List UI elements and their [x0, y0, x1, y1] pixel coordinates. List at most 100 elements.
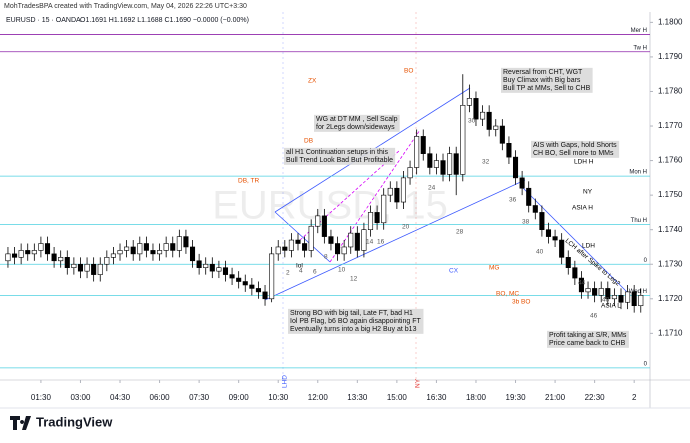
y-tick-label: 1.1770	[658, 121, 683, 130]
y-tick-label: 1.1760	[658, 156, 683, 165]
candle-body	[565, 257, 571, 268]
annotation-label: 16	[377, 239, 385, 246]
note-line: Bull Trend Look Bad But Profitable	[286, 157, 393, 164]
x-tick-label: 01:30	[31, 393, 52, 402]
candle-body	[559, 239, 565, 258]
annotation-label: NY	[415, 378, 422, 388]
annotation-label: 12	[350, 276, 358, 283]
note-box	[531, 140, 620, 158]
note-line: Eventually turns into a big H2 Buy at b1…	[290, 326, 417, 333]
credit: MohTradesBPA created with TradingView.co…	[4, 3, 247, 10]
candle-body	[5, 253, 11, 262]
candle-body	[638, 295, 644, 307]
watermark: EURUSD, 15	[212, 184, 448, 228]
candle-body	[189, 246, 196, 262]
ohlc: O1.1691 H1.1692 L1.1688 C1.1690 −0.0000 …	[80, 17, 249, 24]
candle-body	[31, 250, 37, 255]
note-line: all H1 Continuation setups in this	[286, 149, 388, 156]
candle-body	[552, 236, 558, 241]
x-tick-label: 03:00	[70, 393, 91, 402]
candle-body	[420, 136, 426, 154]
annotation-label: LDH	[582, 243, 595, 250]
y-tick-label: 1.1790	[658, 52, 683, 61]
level-label: Tw H	[633, 45, 647, 51]
candle-body	[308, 225, 314, 251]
annotation-label: 24	[428, 185, 436, 192]
annotation-label: 4	[299, 268, 303, 275]
annotation-label: MG	[489, 265, 499, 272]
candle-body	[598, 288, 604, 296]
note: Strong BO with big tail, Late FT, bad H1…	[288, 308, 424, 334]
annotation-label: 36	[509, 197, 517, 204]
candle-body	[38, 243, 44, 251]
candle-body	[77, 263, 84, 272]
annotation-label: 48	[602, 297, 610, 304]
note-box	[501, 67, 593, 93]
candle-body	[124, 246, 130, 251]
candle-body	[104, 257, 110, 265]
annotation-label: 40	[536, 249, 544, 256]
level-label: Mon H	[629, 170, 647, 176]
candle-body	[51, 253, 57, 262]
candle-body	[486, 111, 492, 130]
candle-body	[25, 250, 31, 255]
x-tick-label: 22:30	[585, 393, 606, 402]
candle-body	[545, 229, 552, 237]
candle-body	[453, 153, 459, 175]
candle-body	[222, 267, 229, 275]
candle-body	[275, 246, 281, 255]
x-tick-label: 19:30	[506, 393, 527, 402]
y-tick-label: 1.1730	[658, 259, 683, 268]
candle-body	[163, 243, 169, 251]
candle-body	[58, 257, 64, 262]
candle-body	[12, 253, 18, 258]
candle-body	[447, 153, 453, 175]
annotation-label: LDH H	[574, 159, 594, 166]
x-tick-label: 09:00	[229, 393, 250, 402]
candle-body	[255, 288, 261, 293]
annotation-label: Iol	[296, 263, 303, 270]
candle-body	[381, 194, 387, 224]
candle-body	[512, 156, 519, 179]
note-box	[314, 114, 400, 132]
annotation-label: 46	[590, 313, 598, 320]
candle-body	[295, 239, 301, 244]
annotation-label: NY	[583, 189, 593, 196]
note-line: Reversal from CHT, WGT	[503, 69, 583, 76]
candle-body	[532, 205, 538, 213]
annotation-label: ASIA H	[572, 205, 593, 212]
trendline	[329, 129, 421, 263]
x-tick-label: 16:30	[426, 393, 447, 402]
note-line: Bull TP at MMs, Sell to CHB	[503, 85, 591, 92]
candle-body	[170, 243, 176, 251]
candle-body	[97, 263, 103, 275]
annotation-label: 38	[522, 219, 530, 226]
candle-body	[18, 250, 24, 258]
candle-body	[480, 111, 486, 120]
note-line: Profit taking at S/R, MMs	[549, 332, 627, 339]
annotation-label: 2	[286, 270, 290, 277]
candle-body	[176, 236, 182, 251]
candle-body	[493, 125, 499, 130]
candle-body	[44, 243, 51, 255]
candle-body	[407, 167, 413, 179]
candle-body	[64, 257, 70, 268]
x-tick-label: 2	[632, 393, 637, 402]
candle-body	[460, 104, 466, 175]
candle-body	[91, 263, 97, 275]
candle-body	[117, 250, 123, 255]
x-tick-label: 04:30	[110, 393, 131, 402]
candle-body	[71, 263, 77, 268]
candle-body	[262, 291, 268, 300]
candle-body	[592, 288, 598, 296]
brand: TradingView	[36, 414, 113, 429]
candle-body	[302, 243, 308, 251]
x-tick-label: 12:00	[308, 393, 329, 402]
annotation-label: 14	[366, 239, 374, 246]
annotation-label: 20	[402, 224, 410, 231]
candle-body	[374, 212, 380, 224]
candle-body	[506, 143, 512, 158]
symbol: EURUSD · 15 · OANDA	[6, 17, 81, 24]
